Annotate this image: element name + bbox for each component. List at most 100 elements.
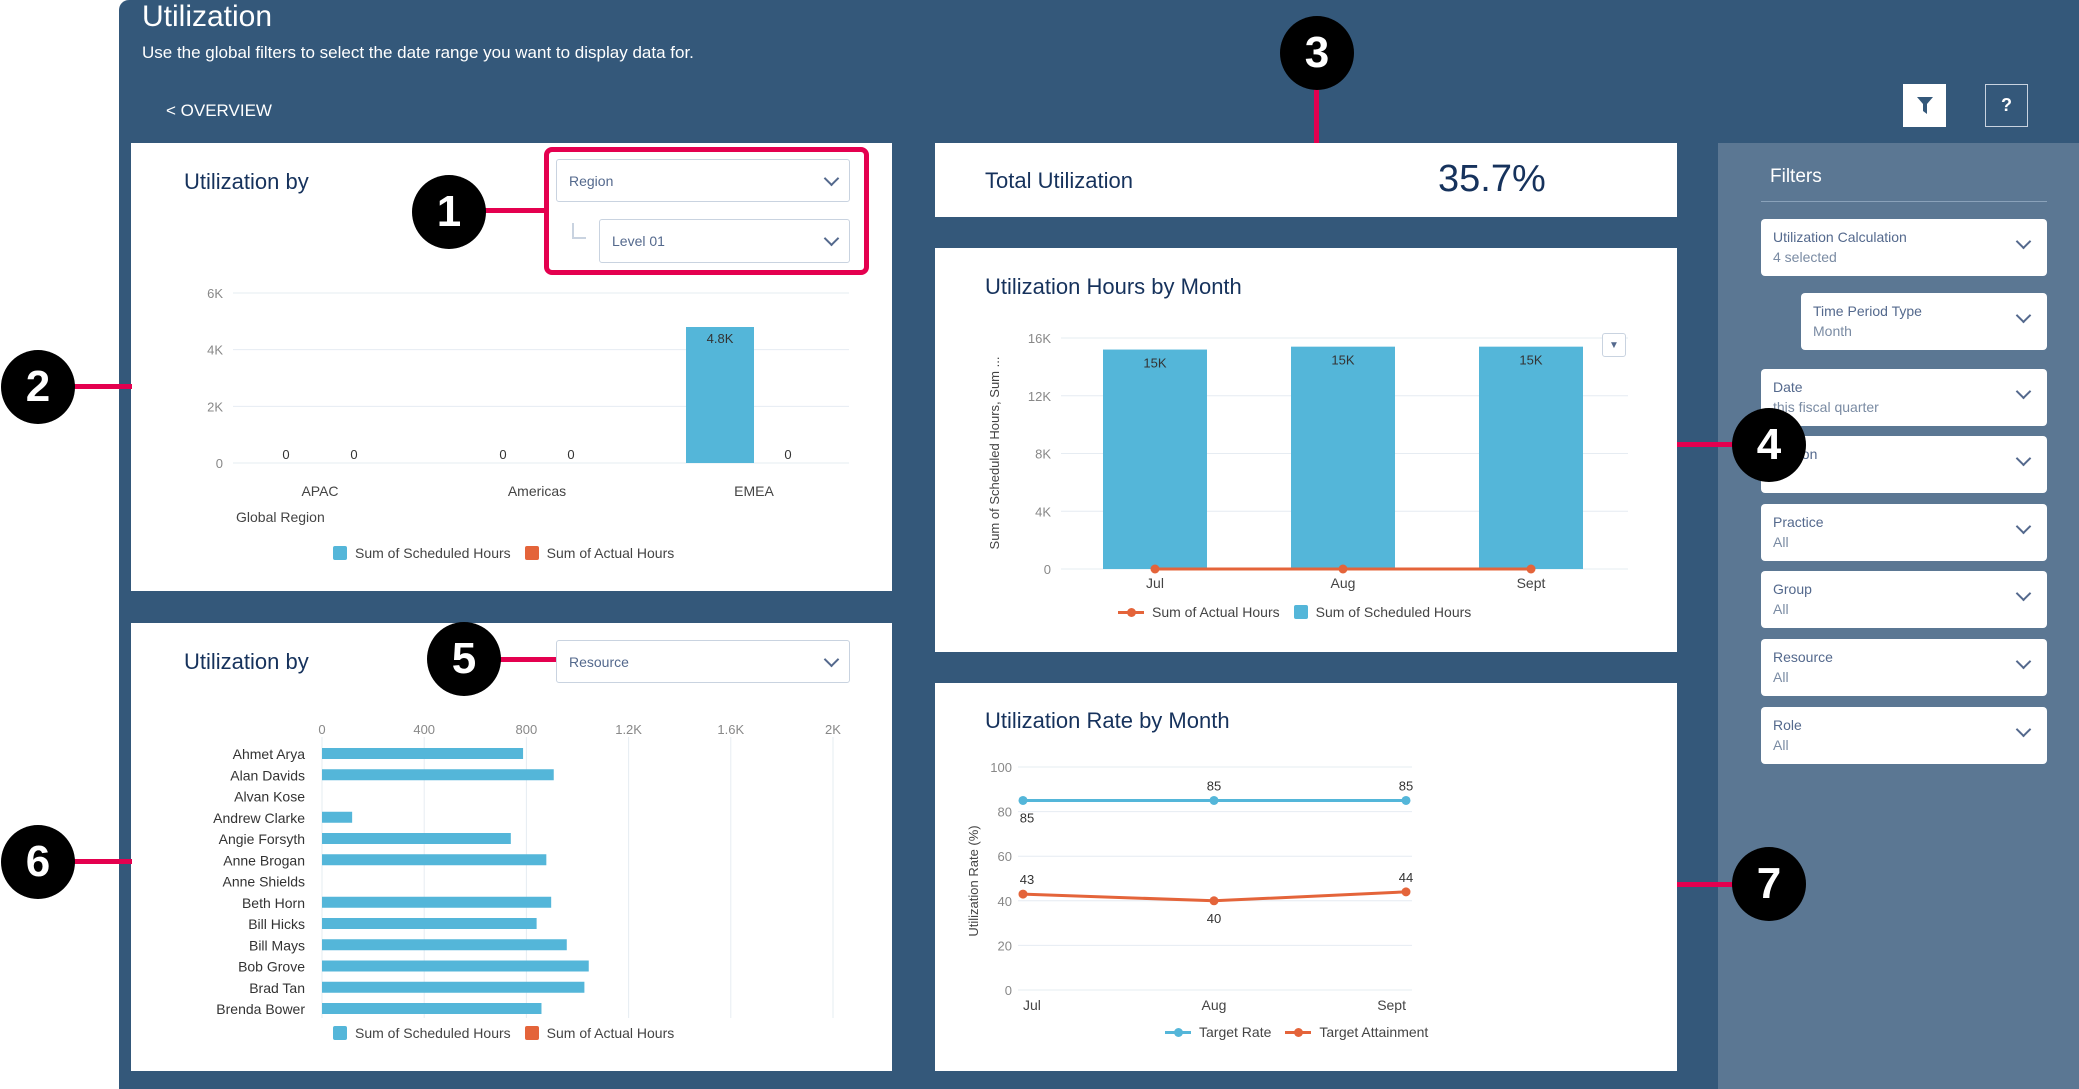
region-card-title: Utilization by bbox=[184, 169, 309, 194]
bar bbox=[322, 960, 589, 972]
chart-menu-button[interactable]: ▼ bbox=[1602, 333, 1626, 357]
data-point bbox=[1401, 795, 1411, 805]
annotation-marker-4: 4 bbox=[1732, 408, 1806, 482]
data-label: 15K bbox=[1519, 353, 1542, 368]
x-axis-label: Global Region bbox=[236, 509, 325, 525]
filter-label: Utilization Calculation bbox=[1773, 229, 1907, 245]
legend-label: Target Rate bbox=[1199, 1024, 1272, 1040]
y-category-label: Beth Horn bbox=[242, 895, 305, 911]
group-by-dropdown[interactable]: Region bbox=[556, 159, 850, 202]
legend-swatch-scheduled bbox=[333, 1026, 347, 1040]
filters-divider bbox=[1761, 201, 2047, 202]
rate-chart-title: Utilization Rate by Month bbox=[985, 708, 1230, 733]
x-category-label: EMEA bbox=[734, 483, 774, 499]
legend-line-target-attainment bbox=[1285, 1027, 1312, 1037]
bar bbox=[322, 918, 537, 929]
y-tick-label: 0 bbox=[1044, 562, 1051, 577]
data-label: 85 bbox=[1020, 810, 1034, 825]
filter-practice-dropdown[interactable]: Practice All bbox=[1761, 504, 2047, 561]
y-tick-label: 8K bbox=[1035, 447, 1051, 462]
page-subtitle: Use the global filters to select the dat… bbox=[142, 43, 694, 62]
x-category-label: Aug bbox=[1202, 997, 1227, 1013]
y-tick-label: 0 bbox=[216, 456, 223, 471]
bar bbox=[1291, 346, 1395, 569]
legend-label: Sum of Actual Hours bbox=[546, 1025, 675, 1041]
filter-value: All bbox=[1773, 669, 1789, 685]
region-chart-legend: Sum of Scheduled Hours Sum of Actual Hou… bbox=[333, 545, 674, 561]
filters-title: Filters bbox=[1770, 166, 1822, 187]
data-label: 0 bbox=[499, 447, 506, 462]
data-point bbox=[1338, 564, 1348, 574]
legend-swatch-scheduled bbox=[1293, 605, 1308, 619]
filter-label: Role bbox=[1773, 717, 1802, 733]
y-category-label: Bob Grove bbox=[238, 959, 305, 975]
bar bbox=[322, 833, 511, 844]
annotation-connector bbox=[70, 384, 132, 389]
y-axis-label: Sum of Scheduled Hours, Sum ... bbox=[987, 357, 1002, 550]
bar bbox=[322, 769, 554, 781]
y-tick-label: 12K bbox=[1028, 389, 1051, 404]
region-utilization-card bbox=[131, 143, 892, 591]
annotation-connector bbox=[1677, 442, 1737, 447]
filter-date-dropdown[interactable]: Date this fiscal quarter bbox=[1761, 369, 2047, 426]
bar bbox=[686, 327, 754, 463]
bar bbox=[322, 854, 547, 866]
hours-chart-title: Utilization Hours by Month bbox=[985, 274, 1242, 299]
filter-time-period-type-dropdown[interactable]: Time Period Type Month bbox=[1801, 293, 2047, 350]
annotation-connector bbox=[1677, 882, 1737, 887]
filter-value: All bbox=[1773, 534, 1789, 550]
total-utilization-card bbox=[935, 143, 1677, 217]
annotation-marker-6: 6 bbox=[1, 825, 75, 899]
y-tick-label: 80 bbox=[998, 805, 1012, 820]
legend-line-target-rate bbox=[1165, 1027, 1191, 1037]
group-by-value: Resource bbox=[569, 653, 629, 670]
filter-value: this fiscal quarter bbox=[1773, 399, 1879, 415]
legend-swatch-scheduled bbox=[333, 546, 347, 560]
annotation-connector bbox=[496, 657, 556, 662]
hierarchy-connector-icon bbox=[572, 223, 586, 239]
x-category-label: Jul bbox=[1023, 997, 1041, 1013]
y-tick-label: 4K bbox=[207, 343, 223, 358]
y-tick-label: 4K bbox=[1035, 504, 1051, 519]
filter-value: 4 selected bbox=[1773, 249, 1837, 265]
y-category-label: Alvan Kose bbox=[234, 789, 305, 805]
legend-label: Sum of Scheduled Hours bbox=[355, 1025, 511, 1041]
hours-by-month-chart: 0 4K 8K 12K 16K Sum of Scheduled Hours, Sum .… bbox=[987, 331, 1628, 591]
legend-label: Sum of Scheduled Hours bbox=[355, 545, 511, 561]
data-label: 85 bbox=[1207, 778, 1221, 793]
filter-label: Group bbox=[1773, 581, 1812, 597]
filter-label: Date bbox=[1773, 379, 1803, 395]
legend-label: Target Attainment bbox=[1319, 1024, 1429, 1040]
group-by-resource-dropdown[interactable]: Resource bbox=[556, 640, 850, 683]
y-category-label: Anne Brogan bbox=[223, 852, 305, 868]
filter-utilization-calculation-dropdown[interactable]: Utilization Calculation 4 selected bbox=[1761, 219, 2047, 276]
y-tick-label: 100 bbox=[990, 760, 1012, 775]
filter-toggle-button[interactable] bbox=[1903, 84, 1946, 127]
region-bar-chart: 0 2K 4K 6K APAC 0 0 Americas 0 0 EMEA 4.8K 0 Global R… bbox=[207, 286, 849, 525]
y-category-label: Bill Mays bbox=[249, 937, 305, 953]
y-category-label: Bill Hicks bbox=[248, 916, 305, 932]
bar bbox=[1479, 346, 1583, 569]
filter-group-dropdown[interactable]: Group All bbox=[1761, 571, 2047, 628]
data-point bbox=[1401, 887, 1411, 897]
data-label: 43 bbox=[1020, 872, 1034, 887]
data-point bbox=[1209, 795, 1219, 805]
data-label: 40 bbox=[1207, 911, 1221, 926]
x-category-label: Sept bbox=[1377, 997, 1406, 1013]
filter-label: Region bbox=[1773, 444, 2035, 464]
y-category-label: Brad Tan bbox=[249, 980, 305, 996]
legend-swatch-actual bbox=[524, 1026, 539, 1040]
bar bbox=[322, 896, 552, 908]
help-button[interactable]: ? bbox=[1985, 84, 2028, 127]
level-dropdown[interactable]: Level 01 bbox=[599, 219, 850, 263]
filter-role-dropdown[interactable]: Role All bbox=[1761, 707, 2047, 764]
y-category-label: Brenda Bower bbox=[216, 1001, 305, 1017]
overview-back-link[interactable]: < OVERVIEW bbox=[166, 101, 272, 120]
filter-region-dropdown[interactable]: Region bbox=[1761, 436, 2047, 493]
data-label: 4.8K bbox=[707, 331, 734, 346]
annotation-marker-3: 3 bbox=[1280, 16, 1354, 90]
annotation-connector bbox=[70, 859, 132, 864]
legend-label: Sum of Actual Hours bbox=[1152, 604, 1280, 620]
filter-resource-dropdown[interactable]: Resource All bbox=[1761, 639, 2047, 696]
x-category-label: Sept bbox=[1517, 575, 1546, 591]
